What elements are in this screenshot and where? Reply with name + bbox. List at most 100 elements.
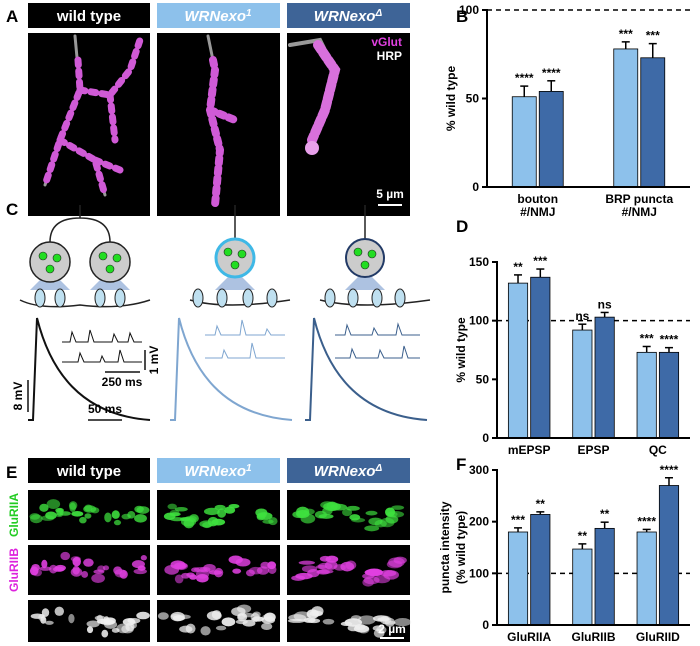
puncta: [127, 617, 141, 624]
puncta: [215, 625, 227, 631]
y-tick-label: 100: [469, 314, 489, 328]
bar: [507, 531, 529, 626]
puncta: [96, 614, 104, 624]
puncta: [174, 574, 184, 584]
puncta: [221, 617, 236, 627]
puncta: [39, 566, 52, 571]
bar: [640, 57, 666, 188]
puncta: [68, 501, 78, 510]
header: WRNexo1: [184, 8, 252, 25]
header: wild type: [56, 8, 121, 25]
puncta: [72, 556, 81, 567]
y-tick-label: 100: [459, 3, 479, 17]
y-tick-label: 0: [472, 180, 479, 194]
bouton: [29, 237, 406, 308]
puncta: [189, 574, 198, 580]
puncta: [306, 609, 319, 619]
y-tick-label: 0: [482, 431, 489, 445]
row-label: GluRIIA: [7, 493, 21, 537]
stain-label: vGlut: [371, 35, 402, 49]
y-tick-label: 150: [469, 255, 489, 269]
significance: ns: [575, 309, 589, 323]
puncta: [385, 507, 396, 517]
puncta: [298, 560, 315, 565]
significance: ***: [511, 513, 525, 527]
puncta: [262, 519, 274, 524]
puncta: [29, 514, 43, 524]
panel-label: A: [6, 7, 18, 26]
puncta: [203, 507, 220, 516]
puncta: [200, 626, 211, 636]
y-tick-label: 50: [466, 92, 480, 106]
puncta: [393, 618, 412, 627]
puncta: [241, 612, 254, 618]
bar: [658, 351, 680, 439]
y-axis-label: % wild type: [454, 317, 468, 383]
puncta: [54, 564, 66, 572]
x-tick-label-line: bouton: [517, 192, 558, 206]
panel-label: F: [456, 455, 466, 474]
significance: ***: [619, 27, 633, 41]
puncta: [251, 616, 265, 622]
header: WRNexoΔ: [314, 8, 383, 25]
puncta: [303, 617, 316, 623]
mini-trace: [62, 319, 420, 363]
puncta: [224, 506, 236, 514]
puncta: [131, 560, 145, 569]
puncta: [180, 516, 197, 527]
puncta: [303, 508, 315, 515]
bar: [511, 96, 537, 188]
scale-bar: [27, 350, 146, 421]
bar: [530, 276, 551, 439]
puncta: [169, 509, 180, 517]
puncta: [340, 621, 353, 627]
bar: [594, 316, 615, 439]
panel-label: E: [6, 463, 17, 482]
row-label: GluRIIB: [7, 548, 21, 592]
puncta: [113, 519, 122, 526]
puncta: [181, 572, 191, 579]
bar: [613, 48, 639, 188]
header-box: [28, 3, 150, 28]
significance: ****: [542, 66, 561, 80]
significance: ****: [637, 514, 656, 528]
y-axis-label: puncta intensity: [438, 501, 452, 593]
puncta: [45, 511, 57, 520]
puncta: [322, 618, 335, 625]
puncta: [245, 569, 255, 577]
header-box: [287, 458, 410, 483]
puncta: [173, 562, 189, 571]
puncta: [130, 621, 137, 629]
row-label: GluRIID: [7, 600, 21, 644]
bar: [594, 527, 615, 626]
puncta: [235, 558, 251, 567]
x-tick-label-line: BRP puncta: [605, 192, 673, 206]
bar: [636, 351, 657, 439]
puncta: [314, 510, 327, 519]
puncta: [119, 569, 128, 579]
puncta: [86, 620, 100, 628]
puncta: [372, 625, 384, 631]
puncta: [60, 551, 71, 561]
y-tick-label: 50: [476, 372, 490, 386]
x-tick-label: GluRIIA: [507, 630, 551, 644]
y-axis-label: % wild type: [444, 66, 458, 132]
puncta: [391, 505, 405, 510]
puncta: [140, 555, 147, 561]
puncta: [68, 613, 75, 624]
puncta: [342, 508, 353, 517]
puncta: [301, 565, 318, 573]
bar: [538, 91, 564, 188]
puncta: [267, 565, 277, 574]
y-axis-label: (% wild type): [454, 511, 468, 584]
puncta: [232, 568, 242, 574]
significance: ****: [515, 71, 534, 85]
significance: ****: [660, 333, 679, 347]
puncta: [236, 604, 252, 614]
x-tick-label: GluRIID: [636, 630, 680, 644]
puncta: [291, 575, 306, 581]
puncta: [54, 606, 64, 616]
puncta: [111, 510, 120, 519]
x-tick-label: bouton #/NMJ: [517, 192, 558, 219]
